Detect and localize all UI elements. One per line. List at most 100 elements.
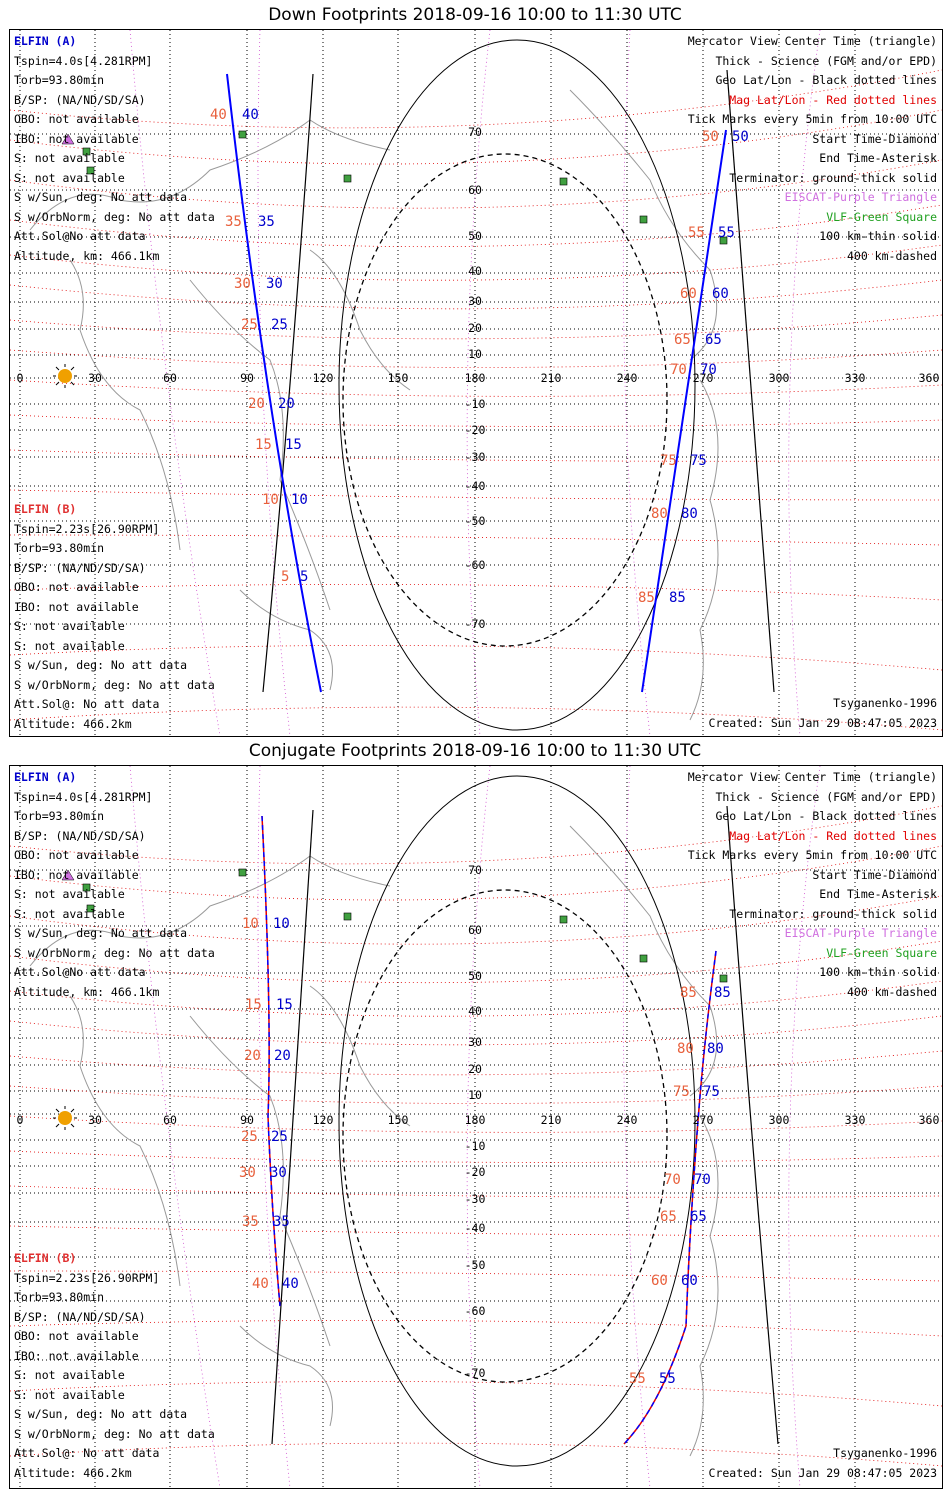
track-label-red: 10 [262,492,279,508]
track-label-red: 50 [702,129,719,145]
sat-a-line: S: not available [14,906,125,921]
lon-tick: 150 [388,1113,409,1127]
vlf-stations [82,868,728,983]
track-label-blue: 65 [705,332,722,348]
sat-b-line: B/SP: (NA/ND/SD/SA) [14,1309,146,1324]
sat-a-line: S w/Sun, deg: No att data [14,926,188,940]
sat-a-line: B/SP: (NA/ND/SD/SA) [14,92,146,107]
sat-a-name: ELFIN (A) [14,34,77,48]
track-label-red: 25 [241,317,258,333]
lon-tick: 150 [388,371,409,385]
lat-tick: -50 [465,1258,486,1272]
eiscat-triangle [61,869,75,881]
legend-item: Terminator: ground-thick solid [729,170,937,185]
track-label-blue: 10 [291,492,308,508]
track-label-red: 25 [241,1129,258,1145]
lon-tick: 0 [17,1113,24,1127]
legend-item: Geo Lat/Lon - Black dotted lines [715,73,937,87]
vlf-stations [82,130,728,245]
track-label-blue: 55 [659,1371,676,1387]
sat-b-line: OBO: not available [14,580,139,594]
legend-item: End Time-Asterisk [819,151,937,165]
sat-b-line: Altitude: 466.2km [14,716,132,731]
sat-a-line: Torb=93.80min [14,809,105,823]
track-label-blue: 80 [681,506,698,522]
sat-a-line: S w/OrbNorm, deg: No att data [14,945,215,960]
lon-tick: 120 [313,371,334,385]
panel-1-title: Down Footprints 2018-09-16 10:00 to 11:3… [268,5,682,25]
coastlines [29,825,719,1457]
model-label: Tsyganenko-1996 [833,1446,937,1460]
lat-tick: -70 [465,617,486,631]
sat-a-line: OBO: not available [14,848,139,862]
lat-tick: 70 [468,863,482,877]
sat-b-line: Torb=93.80min [14,541,105,555]
legend-item: VLF-Green Square [826,945,937,960]
lat-tick: 30 [468,1035,482,1049]
terminator-left [262,73,314,693]
track-label-blue: 70 [700,362,717,378]
sat-a-line: S: not available [14,887,125,901]
lat-tick: 10 [468,347,482,361]
lat-tick: 70 [468,125,482,139]
sat-a-line: Altitude, km: 466.1km [14,984,160,999]
sat-a-line: Altitude, km: 466.1km [14,248,160,263]
sat-a-line: IBO: not available [14,131,139,146]
map-legend: Mercator View Center Time (triangle) Thi… [688,32,937,266]
track-label-blue: 15 [285,437,302,453]
track-label-red: 55 [629,1371,646,1387]
lon-tick: 90 [240,371,254,385]
track-label-blue: 60 [712,286,729,302]
lon-tick: 270 [693,1113,714,1127]
track-label-blue: 50 [732,129,749,145]
sat-b-line: Tspin=2.23s[26.90RPM] [14,521,160,536]
model-label: Tsyganenko-1996 [833,696,937,710]
lon-tick: 210 [541,1113,562,1127]
lon-tick-labels: 0 30 60 90 120 150 180 210 240 270 300 3… [17,1113,940,1127]
track-label-red: 30 [239,1165,256,1181]
lon-tick: 240 [617,1113,638,1127]
track-b-labels: 85 85 80 80 75 75 70 70 65 65 60 60 55 5… [629,985,731,1387]
track-label-red: 75 [673,1084,690,1100]
sat-b-line: S w/Sun, deg: No att data [14,658,188,672]
legend-item: Terminator: ground-thick solid [729,906,937,921]
track-label-red: 35 [225,214,242,230]
lon-tick: 60 [163,371,177,385]
lat-tick: 30 [468,294,482,308]
lon-tick: 120 [313,1113,334,1127]
lon-tick: 60 [163,1113,177,1127]
legend-item: Mag Lat/Lon - Red dotted lines [729,828,937,843]
legend-item: Start Time-Diamond [812,131,937,146]
sat-b-line: OBO: not available [14,1329,139,1343]
legend-item: VLF-Green Square [826,209,937,224]
track-label-blue: 70 [694,1172,711,1188]
sun-icon [53,1106,77,1130]
track-label-blue: 65 [690,1209,707,1225]
geo-grid [10,30,942,736]
track-label-blue: 15 [276,997,293,1013]
lat-tick: 10 [468,1088,482,1102]
track-label-blue: 25 [271,317,288,333]
sat-b-line: Tspin=2.23s[26.90RPM] [14,1270,160,1285]
eiscat-triangle [61,133,75,145]
track-label-blue: 75 [703,1084,720,1100]
elfin-b-track [641,129,727,693]
conjugate-footprints-map: 0 30 60 90 120 150 180 210 240 270 300 3… [10,766,942,1488]
legend-item: Start Time-Diamond [812,867,937,882]
footprint-100km [338,775,696,1467]
track-label-red: 70 [670,362,687,378]
track-label-blue: 85 [714,985,731,1001]
lon-tick: 240 [617,371,638,385]
track-label-red: 5 [281,569,289,585]
lat-tick: -40 [465,1221,486,1235]
track-label-red: 40 [252,1276,269,1292]
lat-tick: 60 [468,923,482,937]
lat-tick: -30 [465,1192,486,1206]
lat-tick: -50 [465,514,486,528]
sat-a-line: Att.Sol@No att data [14,229,146,243]
lon-tick: 360 [919,1113,940,1127]
track-label-blue: 20 [278,396,295,412]
sat-b-line: S: not available [14,638,125,653]
sat-a-line: Att.Sol@No att data [14,965,146,979]
sat-b-line: S: not available [14,1387,125,1402]
